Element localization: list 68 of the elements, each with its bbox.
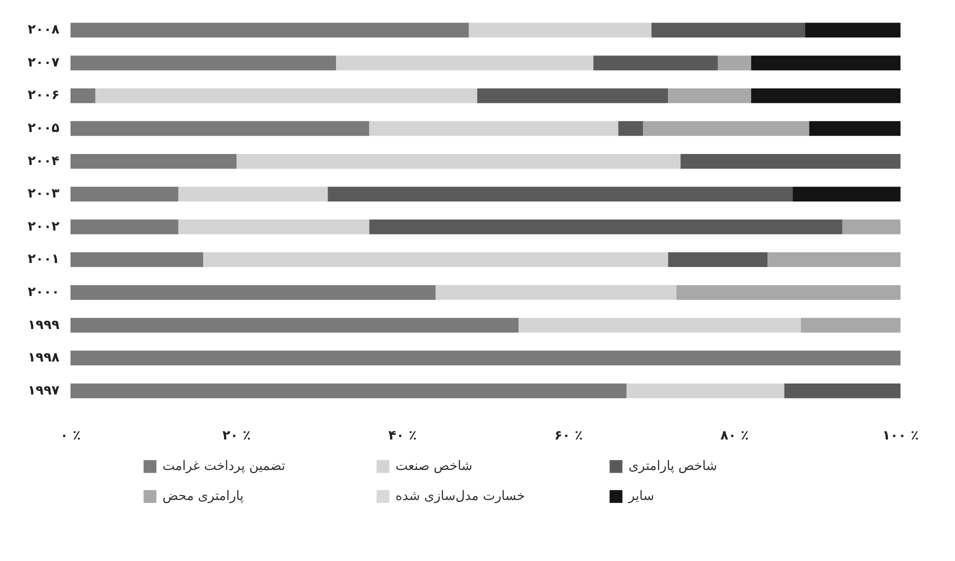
bar <box>369 220 842 234</box>
bar <box>718 56 752 70</box>
bar <box>70 88 96 104</box>
x-tick-label: ۴۰ ٪ <box>388 428 417 444</box>
bar <box>70 350 900 366</box>
x-tick-label: ۱۰۰ ٪ <box>882 428 919 444</box>
y-tick-label: ۲۰۰۵ <box>28 121 60 136</box>
bar <box>70 383 627 398</box>
bar <box>477 88 668 104</box>
bar <box>768 252 900 268</box>
bar <box>668 88 752 104</box>
y-tick-label: ۲۰۰۱ <box>28 252 60 268</box>
y-tick-label: ۱۹۹۸ <box>28 350 60 366</box>
bar <box>468 22 652 38</box>
bar <box>70 22 469 38</box>
y-tick-label: ۲۰۰۰ <box>28 284 60 300</box>
bar <box>336 56 594 70</box>
legend-label: خسارت مدل‌سازی شده <box>396 488 526 505</box>
bar <box>178 220 370 234</box>
bar <box>70 285 436 300</box>
bar <box>652 22 806 38</box>
legend-label: پارامتری محض <box>162 488 245 505</box>
y-tick-label: ۱۹۹۷ <box>28 383 60 398</box>
bar <box>95 88 478 104</box>
bar <box>518 318 801 333</box>
bar <box>436 285 676 300</box>
bar <box>751 56 900 70</box>
x-tick-label: ۶۰ ٪ <box>554 428 583 444</box>
bar <box>70 186 178 202</box>
bar <box>593 56 718 70</box>
bar <box>70 318 519 333</box>
bar <box>626 383 784 398</box>
bar <box>643 121 810 136</box>
y-tick-label: ۲۰۰۳ <box>28 186 60 202</box>
bar <box>676 285 900 300</box>
bar <box>203 252 668 268</box>
bar <box>70 121 370 136</box>
bar <box>328 186 793 202</box>
bar <box>618 121 644 136</box>
y-tick-label: ۲۰۰۶ <box>28 88 60 104</box>
bar <box>369 121 618 136</box>
bar <box>70 154 236 169</box>
bar <box>792 186 900 202</box>
bar <box>800 318 900 333</box>
x-tick-label: ۰ ٪ <box>60 428 81 444</box>
legend-label: شاخص پارامتری <box>628 458 718 475</box>
bar <box>809 121 900 136</box>
bar <box>784 383 900 398</box>
x-tick-label: ۸۰ ٪ <box>720 428 749 444</box>
bar <box>680 154 900 169</box>
bar <box>70 252 204 268</box>
bar <box>236 154 681 169</box>
y-tick-label: ۱۹۹۹ <box>28 318 60 333</box>
y-tick-label: ۲۰۰۸ <box>28 22 60 38</box>
bar <box>668 252 768 268</box>
bar <box>178 186 328 202</box>
bar <box>751 88 900 104</box>
legend-label: شاخص صنعت <box>396 458 474 475</box>
y-tick-label: ۲۰۰۴ <box>28 154 60 169</box>
bar <box>805 22 900 38</box>
legend-label: سایر <box>628 488 656 505</box>
bar <box>70 56 336 70</box>
x-tick-label: ۲۰ ٪ <box>222 428 251 444</box>
bar <box>842 220 900 234</box>
legend-label: تضمین پرداخت غرامت <box>162 458 286 475</box>
bar <box>70 220 178 234</box>
y-tick-label: ۲۰۰۲ <box>28 219 60 234</box>
y-tick-label: ۲۰۰۷ <box>28 55 60 70</box>
